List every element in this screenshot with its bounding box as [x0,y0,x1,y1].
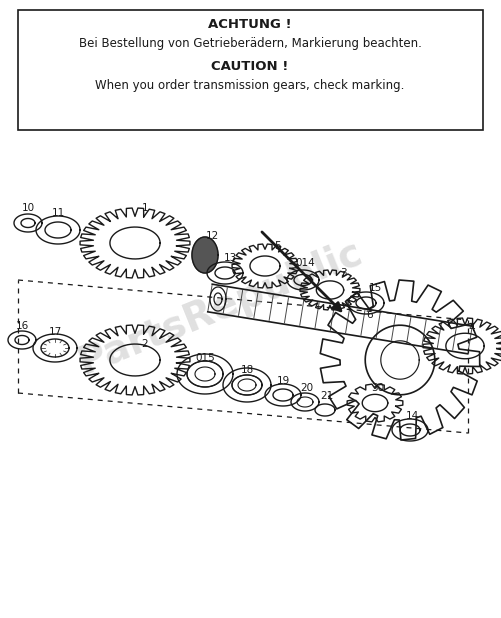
Text: 18: 18 [240,365,254,375]
Text: 17: 17 [49,327,62,337]
Text: 13: 13 [223,253,236,263]
Ellipse shape [192,237,218,273]
Text: 2: 2 [142,339,148,349]
Text: When you order transmission gears, check marking.: When you order transmission gears, check… [95,78,405,91]
Text: 014: 014 [295,258,315,268]
Text: 30: 30 [371,383,385,393]
Text: 4: 4 [469,323,475,333]
Bar [18,10,483,130]
Text: 20: 20 [301,383,314,393]
Text: 3: 3 [340,268,346,278]
Text: 12: 12 [205,231,218,241]
Text: 14: 14 [405,411,419,421]
Text: 6: 6 [367,310,373,320]
Text: PartsRepublic: PartsRepublic [72,234,368,383]
Text: 15: 15 [368,283,382,293]
Text: 11: 11 [52,208,65,218]
Text: 10: 10 [22,203,35,213]
Text: 19: 19 [277,376,290,386]
Text: Bei Bestellung von Getrieberädern, Markierung beachten.: Bei Bestellung von Getrieberädern, Marki… [79,36,421,49]
Text: CAUTION !: CAUTION ! [211,61,289,74]
Text: ACHTUNG !: ACHTUNG ! [208,19,292,32]
Text: 16: 16 [16,321,29,331]
Text: 5: 5 [275,241,282,251]
Text: 015: 015 [195,353,215,363]
Text: 1: 1 [142,203,148,213]
Text: 21: 21 [320,391,334,401]
